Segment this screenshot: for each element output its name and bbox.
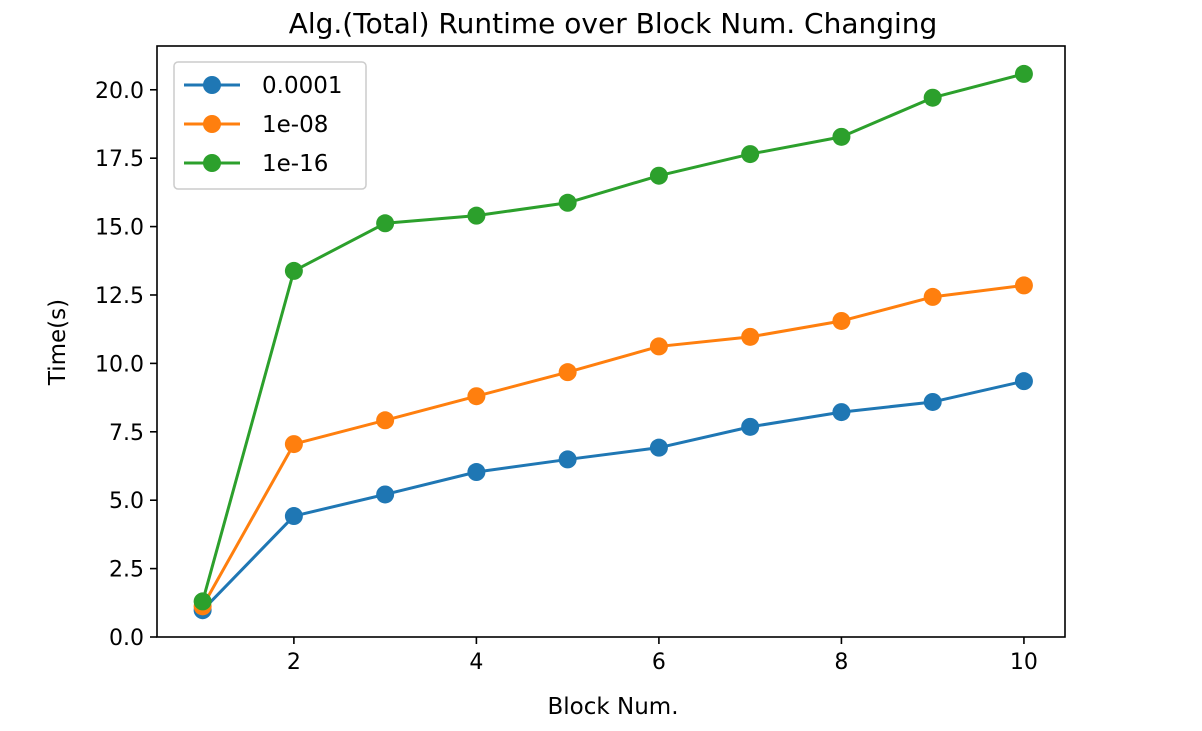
- y-axis-label: Time(s): [45, 299, 71, 386]
- series-1-point-7: [832, 311, 851, 330]
- series-0-point-5: [649, 438, 668, 457]
- y-tick-label-7: 17.5: [95, 147, 144, 172]
- series-2-point-8: [923, 88, 942, 107]
- series-2-point-5: [649, 166, 668, 185]
- y-tick-label-6: 15.0: [95, 216, 144, 241]
- series-1-point-1: [284, 435, 303, 454]
- series-0-point-4: [558, 450, 577, 469]
- legend-label-2: 1e-16: [262, 151, 328, 177]
- series-2-point-1: [284, 261, 303, 280]
- legend-label-0: 0.0001: [262, 73, 342, 99]
- series-0-point-9: [1014, 372, 1033, 391]
- x-tick-label-0: 2: [287, 650, 301, 675]
- series-2-point-7: [832, 127, 851, 146]
- series-2-point-9: [1014, 64, 1033, 83]
- series-line-1: [201, 283, 1025, 608]
- series-0-point-3: [467, 463, 486, 482]
- x-tick-label-2: 6: [652, 650, 666, 675]
- plot-area: 2 4 6 8 10 0.0 2.5 5.0 7.5 10.0 12.5 15.0 17.5 20.0: [95, 45, 1066, 675]
- series-2-point-6: [741, 145, 760, 164]
- series-1-point-3: [467, 387, 486, 406]
- legend-label-1: 1e-08: [262, 112, 328, 138]
- series-2-point-0: [193, 592, 212, 611]
- series-0-point-6: [741, 417, 760, 436]
- series-line-2: [201, 72, 1025, 602]
- series-1-point-2: [376, 411, 395, 430]
- series-1-point-4: [558, 363, 577, 382]
- series-line-0: [201, 379, 1025, 612]
- y-tick-label-3: 7.5: [109, 421, 144, 446]
- legend-marker-0: [203, 76, 221, 94]
- series-1-point-6: [741, 327, 760, 346]
- chart-title: Alg.(Total) Runtime over Block Num. Chan…: [289, 7, 938, 40]
- legend-marker-2: [203, 154, 221, 172]
- legend-box: [173, 61, 367, 190]
- legend-marker-1: [203, 115, 221, 133]
- legend: 0.0001 1e-08 1e-16: [173, 61, 367, 190]
- y-tick-label-4: 10.0: [95, 352, 144, 377]
- y-tick-label-1: 2.5: [109, 558, 144, 583]
- y-tick-label-8: 20.0: [95, 79, 144, 104]
- series-1-point-8: [923, 287, 942, 306]
- series-1-point-9: [1014, 276, 1033, 295]
- y-tick-label-5: 12.5: [95, 284, 144, 309]
- x-axis-label: Block Num.: [547, 694, 678, 720]
- x-tick-label-4: 10: [1010, 650, 1038, 675]
- series-2-point-4: [558, 193, 577, 212]
- y-tick-label-0: 0.0: [109, 626, 144, 651]
- series-2-point-3: [467, 206, 486, 225]
- series-0-point-8: [923, 392, 942, 411]
- x-tick-label-1: 4: [469, 650, 483, 675]
- axes-frame: [156, 45, 1066, 638]
- x-tick-label-3: 8: [834, 650, 848, 675]
- y-tick-label-2: 5.0: [109, 489, 144, 514]
- series-0-point-7: [832, 403, 851, 422]
- series-0-point-2: [376, 485, 395, 504]
- series-0-point-1: [284, 507, 303, 526]
- series-2-point-2: [376, 214, 395, 233]
- series-1-point-5: [649, 337, 668, 356]
